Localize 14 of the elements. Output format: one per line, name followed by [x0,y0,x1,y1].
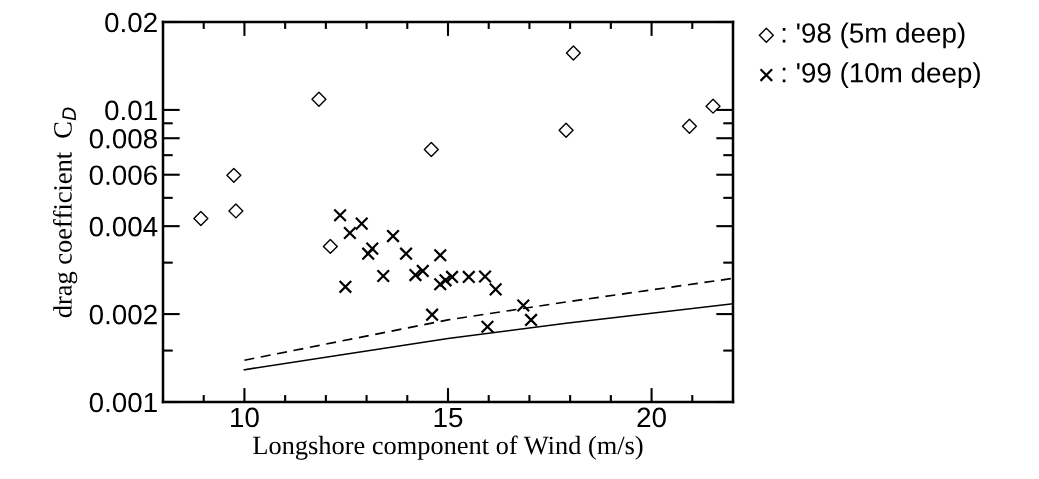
x-tick-label: 10 [231,407,259,428]
y-tick-label: 0.02 [105,12,157,33]
y-axis-title: drag coefficient C$_{D}$ [52,107,78,318]
y-tick-label: 0.006 [89,165,157,186]
legend-label: : '99 (10m deep) [782,62,980,89]
x-axis-title: Longshore component of Wind (m/s) [253,435,643,460]
x-tick-label: 15 [434,407,463,428]
legend-label: : '98 (5m deep) [782,22,965,49]
x-tick-label: 20 [637,407,666,428]
y-tick-label: 0.004 [89,216,158,237]
y-tick-label: 0.002 [89,304,157,325]
y-tick-label: 0.01 [105,100,157,121]
y-tick-label: 0.008 [89,128,157,149]
y-tick-label: 0.001 [89,392,157,413]
